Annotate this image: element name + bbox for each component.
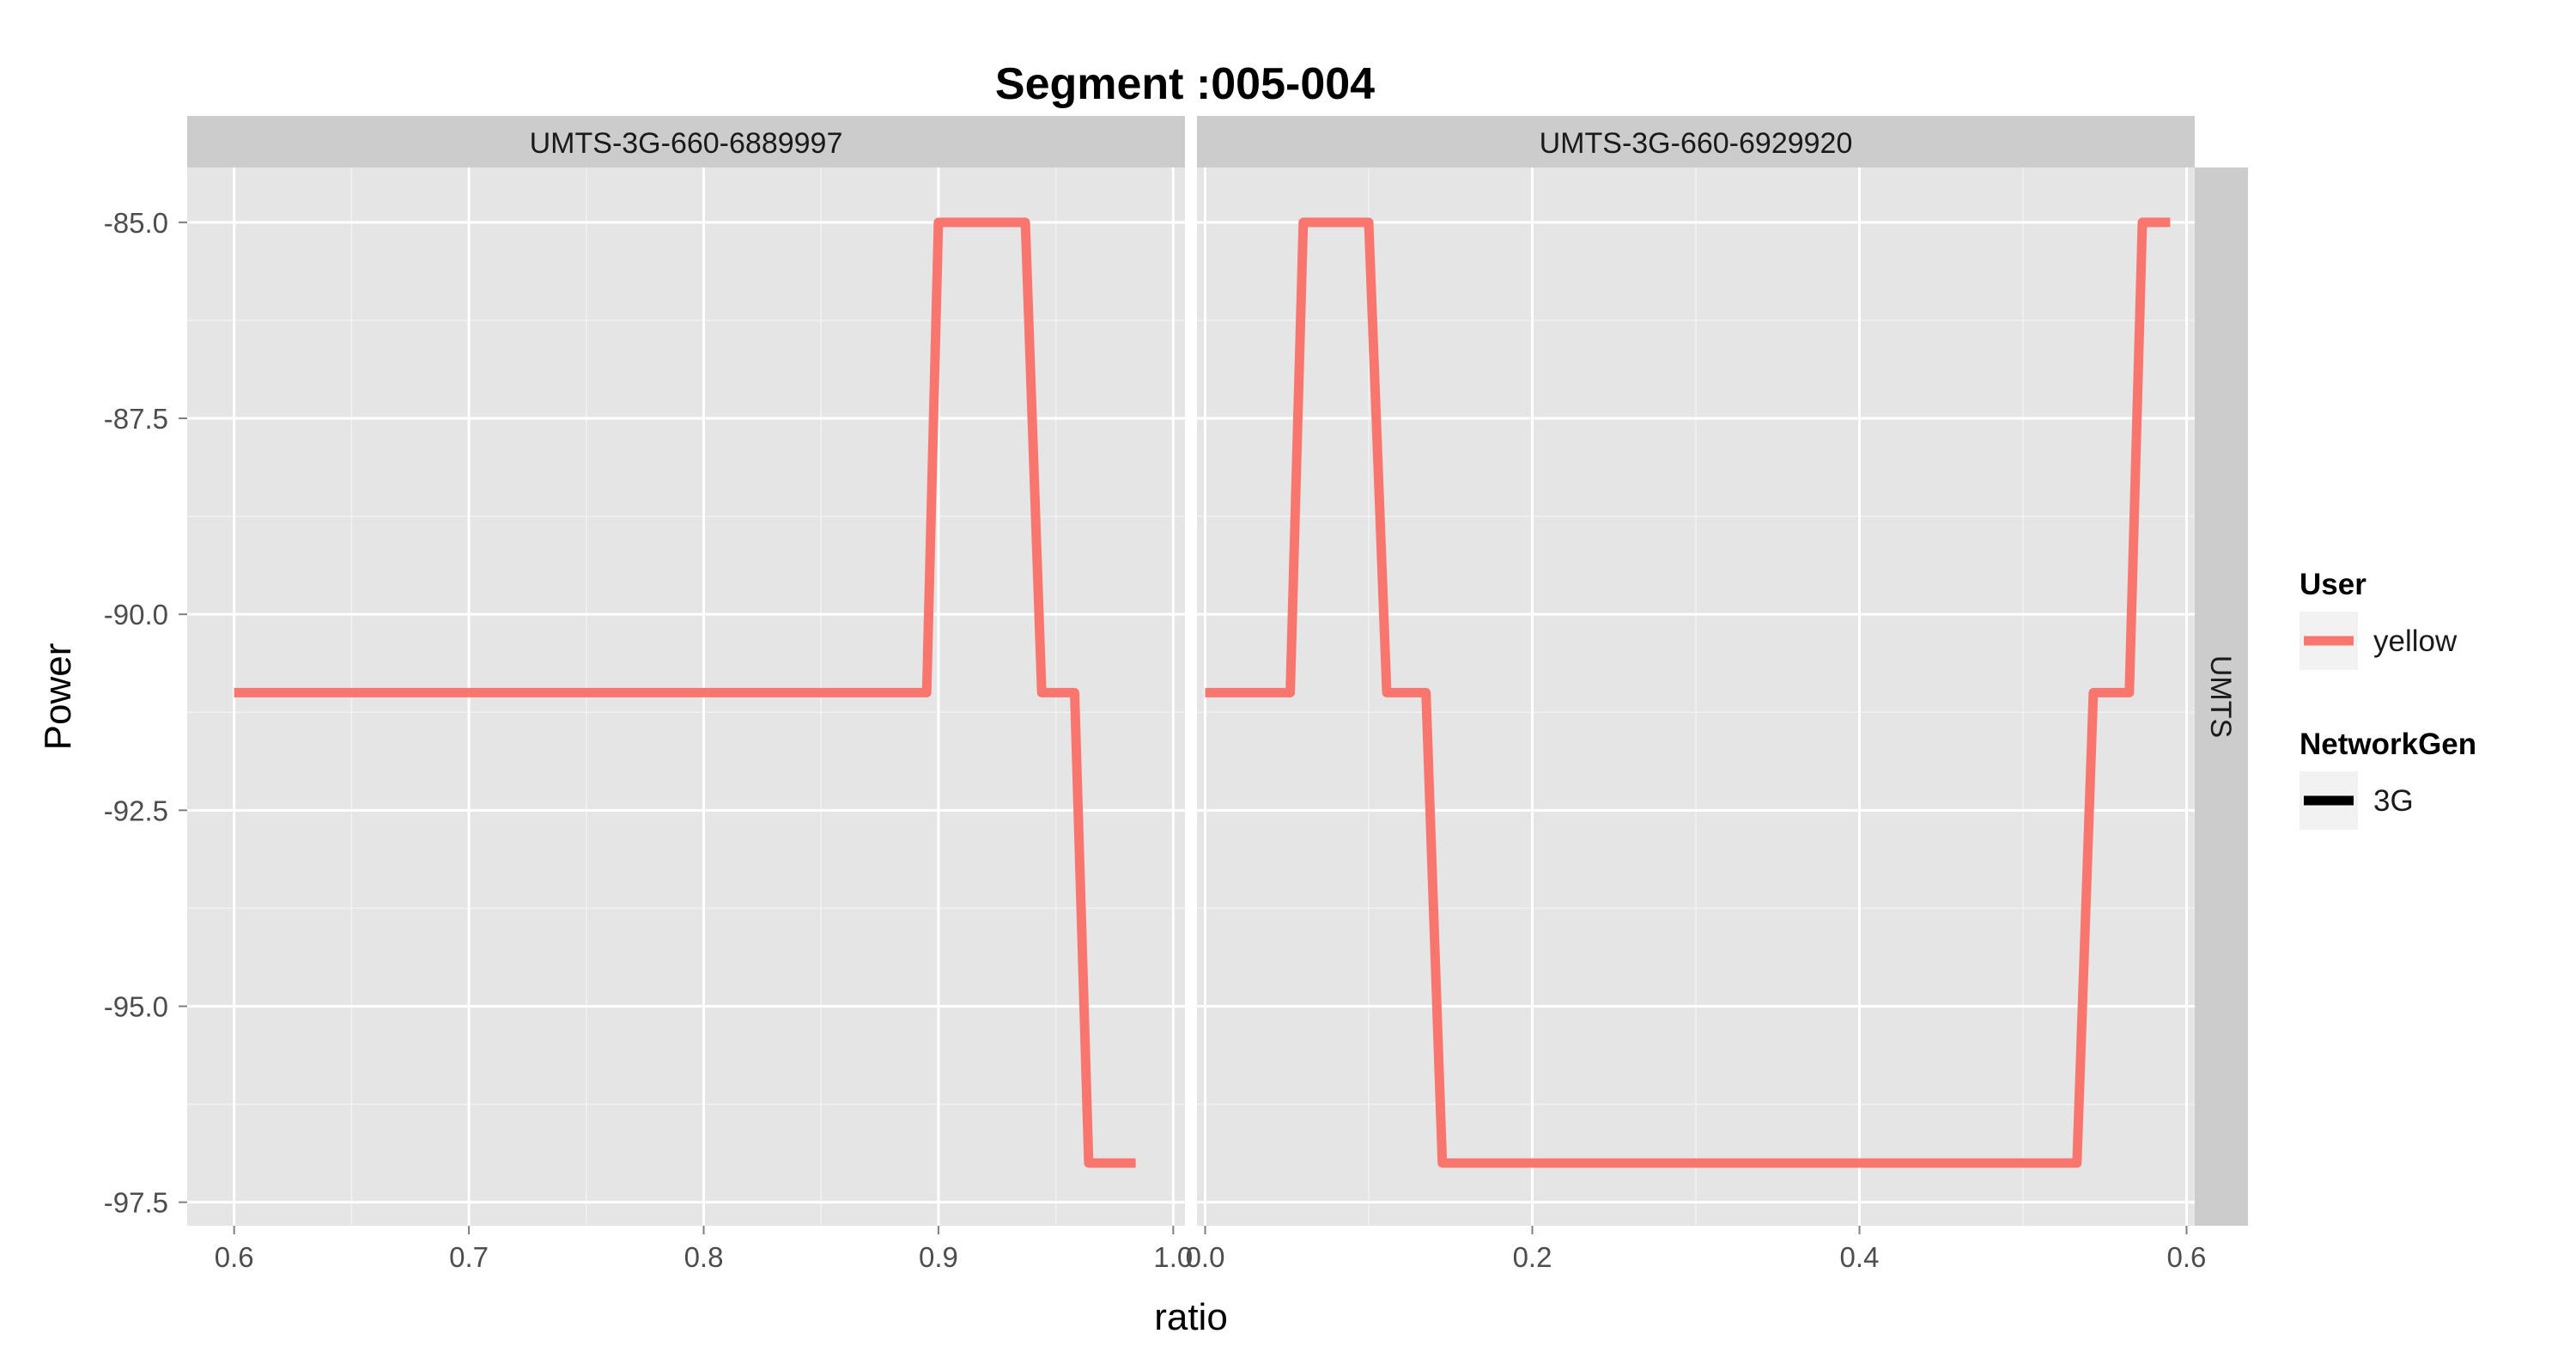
panel-2-x-ticks: 0.0 0.2 0.4 0.6 — [1186, 1226, 2207, 1273]
panel-1-x-ticks: 0.6 0.7 0.8 0.9 1.0 — [215, 1226, 1193, 1273]
y-axis-ticks: -85.0 -87.5 -90.0 -92.5 -95.0 -97.5 — [104, 207, 187, 1219]
x-axis-label: ratio — [1154, 1296, 1228, 1338]
panel-2-strip-bg — [1197, 116, 2195, 167]
legend-networkgen-title: NetworkGen — [2300, 728, 2476, 761]
panel-2-series — [1205, 217, 2171, 1168]
panel-1-strip-bg — [187, 116, 1185, 167]
panel-2: UMTS-3G-660-6929920 0.0 0.2 0.4 0.6 — [1186, 116, 2207, 1273]
x-tick-label: 1.0 — [1153, 1241, 1193, 1273]
series-line-yellow — [234, 217, 1136, 1168]
legend: User yellow NetworkGen 3G — [2300, 568, 2476, 830]
panel-1-strip-label: UMTS-3G-660-6889997 — [530, 127, 843, 160]
legend-user-title: User — [2300, 568, 2366, 601]
panel-2-strip-label: UMTS-3G-660-6929920 — [1540, 127, 1853, 160]
x-tick-label: 0.7 — [449, 1241, 489, 1273]
series-line-yellow — [1205, 217, 2171, 1168]
y-tick-label: -90.0 — [104, 599, 168, 630]
y-tick-label: -95.0 — [104, 990, 168, 1022]
y-tick-label: -85.0 — [104, 207, 168, 239]
panel-1: UMTS-3G-660-6889997 0.6 0.7 0.8 0.9 1.0 — [187, 116, 1193, 1273]
legend-user-label: yellow — [2373, 624, 2458, 658]
x-tick-label: 0.8 — [684, 1241, 724, 1273]
y-axis-label: Power — [37, 643, 79, 751]
x-tick-label: 0.6 — [215, 1241, 254, 1273]
row-strip-bg — [2195, 167, 2248, 1226]
y-tick-label: -97.5 — [104, 1187, 168, 1219]
panel-1-series — [234, 217, 1136, 1168]
legend-networkgen-label: 3G — [2373, 784, 2414, 818]
x-tick-label: 0.6 — [2167, 1241, 2207, 1273]
x-tick-label: 0.2 — [1513, 1241, 1552, 1273]
chart-title: Segment :005-004 — [995, 59, 1375, 109]
row-strip-label: UMTS — [2204, 655, 2237, 738]
x-tick-label: 0.4 — [1840, 1241, 1880, 1273]
y-tick-label: -92.5 — [104, 795, 168, 826]
y-tick-label: -87.5 — [104, 403, 168, 435]
row-strip: UMTS — [2195, 167, 2248, 1226]
x-tick-label: 0.0 — [1186, 1241, 1225, 1273]
x-tick-label: 0.9 — [919, 1241, 958, 1273]
